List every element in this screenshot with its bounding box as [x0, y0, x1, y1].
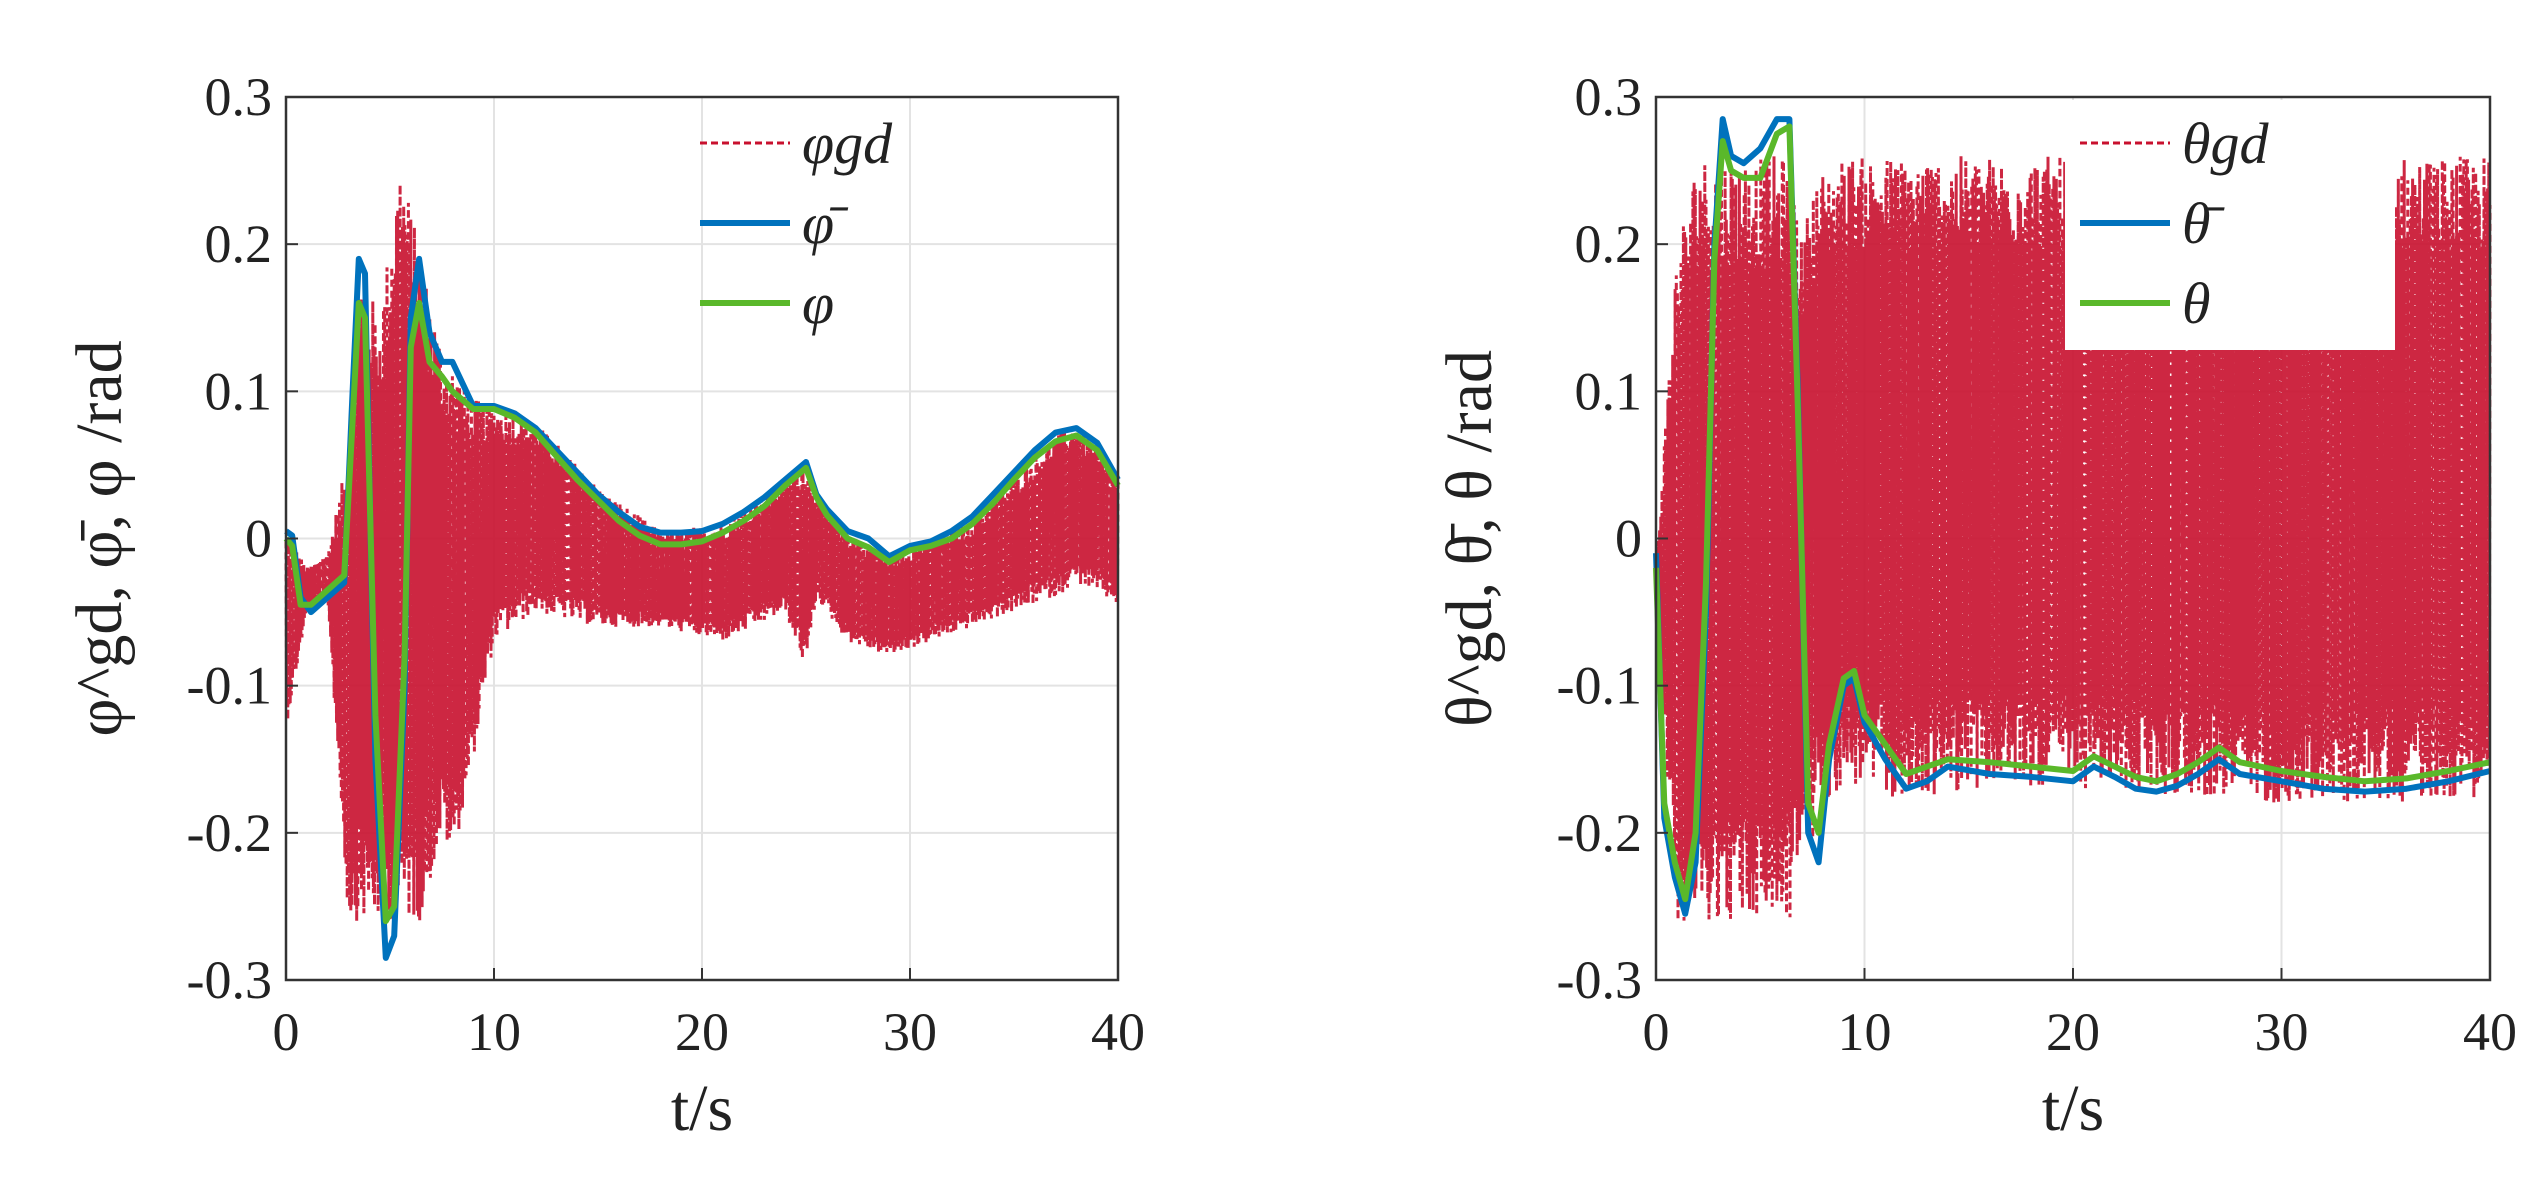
series-actual-line: [283, 300, 1121, 925]
x-tick-label: 10: [467, 1002, 521, 1062]
x-tick-label: 0: [1643, 1002, 1670, 1062]
legend-label-reference: φgd: [802, 111, 893, 176]
y-tick-label: 0.1: [205, 361, 273, 421]
y-tick-label: -0.1: [187, 656, 272, 716]
legend-label-mean: φ̄: [802, 191, 849, 256]
x-tick-label: 20: [675, 1002, 729, 1062]
legend-label-actual: θ: [2182, 271, 2211, 336]
y-tick-label: -0.3: [1557, 950, 1642, 1010]
x-tick-label: 20: [2046, 1002, 2100, 1062]
legend-label-reference: θgd: [2182, 111, 2269, 176]
y-tick-label: 0.2: [1575, 214, 1643, 274]
legend-label-actual: φ: [802, 271, 834, 336]
y-tick-label: 0: [245, 509, 272, 569]
x-axis-label: t/s: [671, 1072, 733, 1145]
x-tick-label: 40: [1091, 1002, 1145, 1062]
legend: φgd φ̄ φ: [700, 111, 893, 336]
y-tick-label: -0.2: [1557, 803, 1642, 863]
x-tick-label: 30: [2255, 1002, 2309, 1062]
y-tick-label: 0.1: [1575, 361, 1643, 421]
y-axis-label: φ^gd, φ̄, φ /rad: [63, 340, 136, 736]
y-tick-label: 0: [1615, 509, 1642, 569]
x-tick-label: 40: [2463, 1002, 2517, 1062]
y-tick-label: -0.1: [1557, 656, 1642, 716]
y-tick-label: 0.3: [205, 67, 273, 127]
chart-1: 0 10 20 30 40 0.3 0.2 0.1 0 -0.1 -0.2 -0.3 t/s φ^gd, …: [63, 67, 1145, 1145]
x-tick-label: 30: [883, 1002, 937, 1062]
x-axis-label: t/s: [2042, 1072, 2104, 1145]
y-tick-label: -0.2: [187, 803, 272, 863]
y-tick-label: 0.2: [205, 214, 273, 274]
y-tick-label: 0.3: [1575, 67, 1643, 127]
x-tick-label: 0: [273, 1002, 300, 1062]
x-tick-label: 10: [1838, 1002, 1892, 1062]
series-actual-line: [1653, 123, 2491, 903]
chart-2: 0 10 20 30 40 0.3 0.2 0.1 0 -0.1 -0.2 -0.3 t/s θ^gd, …: [1433, 67, 2517, 1145]
y-axis-label: θ^gd, θ̄, θ /rad: [1433, 350, 1506, 727]
y-tick-label: -0.3: [187, 950, 272, 1010]
